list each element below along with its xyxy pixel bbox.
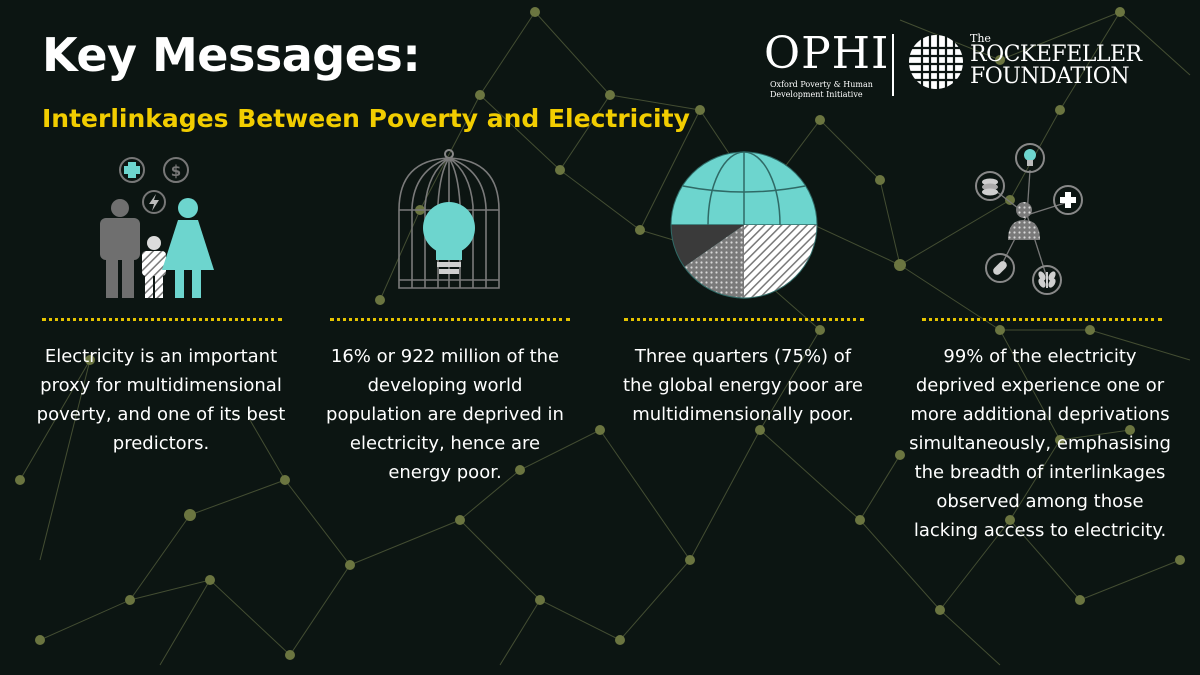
column-divider [42, 318, 282, 321]
deprivations-network-icon [975, 143, 1083, 295]
column-divider [330, 318, 570, 321]
key-message-3: Three quarters (75%) of the global energ… [622, 346, 863, 425]
column-divider [624, 318, 864, 321]
svg-text:$: $ [171, 162, 181, 180]
caged-lightbulb-icon [398, 149, 500, 289]
page-title: Key Messages: [42, 28, 421, 82]
ophi-subtitle-line1: Oxford Poverty & Human [770, 80, 873, 89]
family-icon: $ [100, 157, 214, 298]
key-message-4: 99% of the electricity deprived experien… [909, 346, 1171, 541]
page-subtitle: Interlinkages Between Poverty and Electr… [42, 104, 690, 133]
key-message-1: Electricity is an important proxy for mu… [36, 346, 286, 454]
partner-logos: OPHI Oxford Poverty & Human Development … [764, 28, 1144, 100]
key-message-2: 16% or 922 million of the developing wor… [326, 346, 564, 483]
column-divider [922, 318, 1162, 321]
rockefeller-line2: FOUNDATION [970, 64, 1130, 89]
logo-divider [892, 34, 894, 96]
rockefeller-globe-icon [909, 35, 963, 89]
globe-pie-icon [670, 151, 818, 299]
ophi-logo-name: OPHI [764, 28, 890, 79]
ophi-logo-subtitle: Oxford Poverty & Human Development Initi… [770, 80, 890, 100]
rockefeller-line1: ROCKEFELLER [970, 42, 1142, 67]
ophi-subtitle-line2: Development Initiative [770, 90, 863, 99]
rockefeller-the: The [970, 32, 991, 45]
